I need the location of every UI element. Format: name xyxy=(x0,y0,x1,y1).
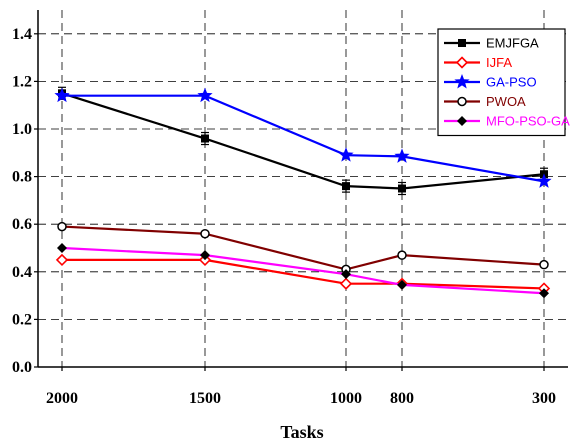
legend-marker xyxy=(458,39,466,47)
x-tick-label: 300 xyxy=(532,390,556,407)
legend-label: PWOA xyxy=(486,94,526,109)
x-axis-title: Tasks xyxy=(280,422,323,442)
series-pwoa xyxy=(57,221,549,275)
legend-marker xyxy=(455,56,469,69)
y-tick-label: 0.2 xyxy=(12,311,32,328)
data-point xyxy=(342,182,350,191)
data-point xyxy=(57,221,67,232)
data-point xyxy=(397,250,407,260)
data-point xyxy=(57,243,67,253)
legend-label: IJFA xyxy=(486,55,512,70)
y-tick-label: 1.0 xyxy=(12,121,32,138)
data-series xyxy=(54,86,552,299)
legend-label: GA-PSO xyxy=(486,75,537,90)
y-tick-label: 0.8 xyxy=(12,169,32,186)
data-point xyxy=(338,147,354,162)
x-tick-label: 1000 xyxy=(330,390,362,407)
legend-label: EMJFGA xyxy=(486,36,539,51)
legend: EMJFGA IJFA GA-PSO PWOA MFO-PSO-GA xyxy=(437,28,570,137)
tick-labels: 0.0 0.2 0.4 0.6 0.8 1.0 1.2 1.4 2000 1500 1000 800 3… xyxy=(12,26,556,407)
x-tick-label: 2000 xyxy=(46,390,78,407)
legend-marker xyxy=(454,74,470,89)
data-point xyxy=(341,269,351,280)
legend-entry: GA-PSO xyxy=(444,74,537,90)
data-point xyxy=(539,288,549,299)
legend-marker xyxy=(457,116,467,126)
data-point xyxy=(200,228,210,239)
y-tick-label: 0.4 xyxy=(12,264,32,281)
legend-label: MFO-PSO-GA xyxy=(486,114,570,129)
x-tick-label: 1500 xyxy=(189,390,221,407)
series-line xyxy=(62,258,545,290)
data-point xyxy=(394,148,410,163)
x-tick-label: 800 xyxy=(390,390,414,407)
legend-entry: MFO-PSO-GA xyxy=(444,114,570,129)
series-mfo-pso-ga xyxy=(57,243,549,299)
legend-entry: EMJFGA xyxy=(444,36,539,51)
axes xyxy=(34,10,568,371)
data-point xyxy=(197,87,213,103)
data-point xyxy=(539,259,549,270)
data-point xyxy=(55,253,69,267)
legend-entry: IJFA xyxy=(444,55,512,70)
data-point xyxy=(201,134,209,143)
y-tick-label: 0.0 xyxy=(12,359,32,376)
series-ga-pso xyxy=(54,87,552,188)
data-point xyxy=(200,250,210,261)
legend-marker xyxy=(457,96,467,107)
y-tick-label: 1.2 xyxy=(12,73,32,90)
data-point xyxy=(536,173,552,188)
data-point xyxy=(339,277,353,290)
data-point xyxy=(54,87,70,103)
data-point xyxy=(397,279,407,290)
legend-entry: PWOA xyxy=(444,94,526,109)
data-point xyxy=(398,184,406,193)
y-tick-label: 0.6 xyxy=(12,216,32,233)
series-line xyxy=(61,225,545,271)
y-tick-label: 1.4 xyxy=(12,26,32,43)
